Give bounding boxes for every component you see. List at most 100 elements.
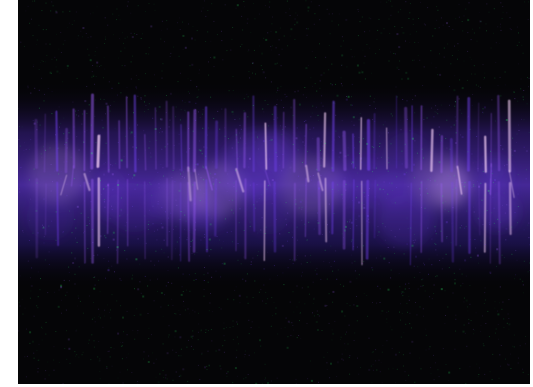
noise-speck (400, 129, 402, 131)
noise-speck (473, 184, 475, 186)
noise-speck (522, 284, 524, 286)
noise-speck (444, 208, 446, 210)
noise-speck (499, 302, 500, 304)
noise-speck (525, 169, 527, 171)
noise-speck (181, 286, 183, 288)
noise-speck (375, 349, 377, 351)
noise-speck (379, 146, 381, 147)
noise-speck (98, 341, 100, 343)
noise-speck (53, 291, 55, 293)
noise-speck (273, 301, 275, 303)
noise-speck (341, 353, 343, 355)
noise-speck (30, 290, 32, 292)
noise-speck (408, 295, 410, 297)
noise-speck (51, 113, 53, 115)
noise-speck (355, 167, 357, 169)
noise-speck (195, 221, 197, 223)
noise-speck (37, 368, 39, 369)
noise-speck (512, 137, 514, 139)
noise-speck (132, 55, 133, 57)
noise-speck (131, 36, 134, 39)
noise-speck (90, 257, 92, 259)
noise-speck (516, 26, 518, 28)
noise-speck (377, 234, 379, 236)
noise-speck (245, 377, 247, 379)
noise-speck (451, 55, 453, 56)
noise-speck (455, 101, 456, 103)
noise-speck (300, 337, 302, 339)
noise-speck (108, 350, 110, 352)
noise-speck (443, 47, 445, 49)
noise-speck (183, 212, 185, 214)
noise-speck (466, 79, 468, 81)
noise-speck (448, 202, 450, 204)
noise-speck (290, 334, 292, 336)
noise-speck (379, 188, 382, 191)
noise-speck (240, 137, 241, 139)
noise-speck (321, 95, 323, 97)
noise-speck (314, 83, 316, 85)
noise-speck (364, 78, 366, 80)
noise-speck (167, 143, 169, 145)
noise-speck (197, 364, 199, 366)
noise-speck (388, 0, 390, 2)
noise-speck (481, 163, 483, 165)
noise-speck (363, 261, 365, 262)
noise-speck (476, 254, 479, 257)
noise-speck (233, 182, 235, 184)
noise-speck (409, 130, 411, 132)
noise-speck (108, 200, 110, 202)
noise-speck (157, 278, 159, 280)
noise-speck (476, 363, 478, 365)
noise-speck (215, 188, 217, 190)
noise-speck (439, 260, 441, 261)
noise-speck (57, 305, 60, 308)
noise-speck (287, 45, 289, 47)
noise-speck (294, 38, 296, 40)
noise-speck (48, 264, 50, 265)
noise-speck (342, 237, 344, 239)
noise-speck (111, 365, 113, 367)
noise-speck (342, 197, 343, 199)
noise-speck (501, 18, 503, 20)
noise-speck (115, 249, 117, 251)
noise-speck (418, 18, 419, 19)
noise-speck (58, 289, 60, 291)
noise-speck (85, 33, 87, 34)
noise-speck (134, 188, 136, 190)
noise-speck (317, 212, 319, 214)
noise-speck (313, 228, 315, 230)
noise-speck (87, 48, 89, 50)
noise-speck (453, 124, 455, 126)
noise-speck (412, 59, 414, 61)
noise-speck (264, 5, 266, 7)
noise-speck (74, 257, 77, 260)
noise-speck (509, 28, 511, 30)
noise-speck (495, 62, 497, 64)
noise-speck (178, 189, 181, 192)
noise-speck (194, 273, 196, 275)
noise-speck (144, 11, 146, 12)
light-streak (34, 118, 39, 169)
noise-speck (453, 175, 455, 177)
noise-speck (99, 314, 101, 316)
noise-speck (179, 218, 181, 220)
noise-speck (326, 224, 328, 226)
noise-speck (353, 124, 355, 126)
noise-speck (199, 379, 201, 381)
noise-speck (417, 152, 418, 154)
noise-speck (320, 157, 322, 159)
noise-speck (445, 201, 447, 203)
noise-speck (76, 114, 77, 116)
noise-speck (68, 132, 70, 134)
light-flick (508, 169, 515, 199)
noise-speck (326, 305, 328, 306)
noise-speck (239, 132, 240, 134)
noise-speck (230, 231, 232, 233)
noise-speck (62, 232, 64, 234)
noise-speck (160, 29, 162, 31)
noise-speck (492, 196, 494, 198)
noise-speck (442, 195, 444, 197)
noise-speck (174, 313, 176, 314)
noise-speck (197, 312, 199, 314)
